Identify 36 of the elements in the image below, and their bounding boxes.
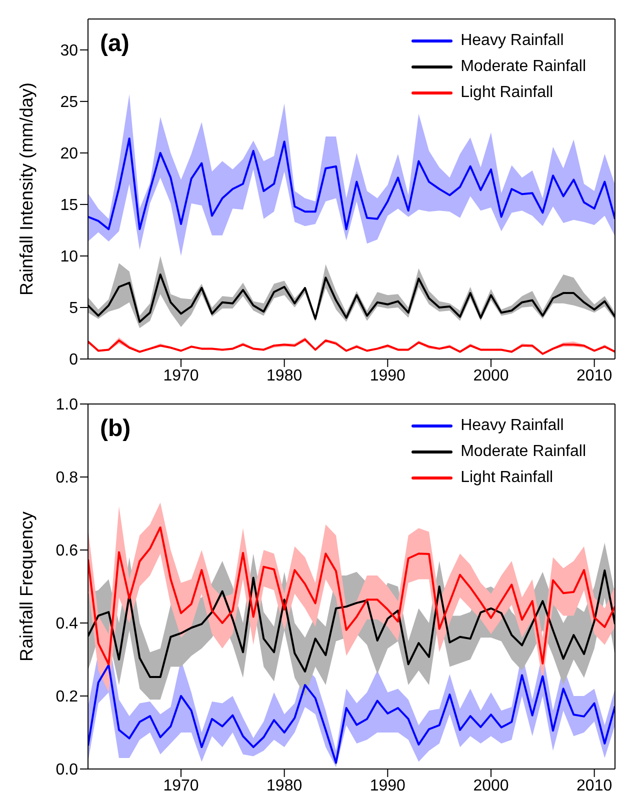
line-series: [88, 526, 615, 666]
x-tick-label: 1990: [370, 777, 406, 794]
y-tick-label: 0.6: [56, 542, 78, 560]
legend-label: Light Rainfall: [460, 84, 554, 102]
y-axis-title: Rainfall Intensity (mm/day): [16, 82, 36, 296]
y-tick-label: 20: [60, 146, 78, 163]
y-tick-label: 0.2: [56, 688, 78, 706]
y-tick-label: 0.0: [56, 762, 78, 779]
legend-label: Moderate Rainfall: [460, 443, 586, 461]
y-tick-label: 0: [69, 352, 78, 369]
legend-label: Light Rainfall: [460, 469, 554, 487]
x-tick-label: 1970: [163, 777, 199, 794]
y-axis-title: Rainfall Frequency: [16, 511, 36, 662]
line-series: [88, 664, 615, 764]
x-tick-label: 2000: [473, 367, 509, 384]
y-tick-label: 25: [60, 94, 78, 112]
legend-label: Moderate Rainfall: [460, 58, 586, 76]
x-tick-label: 2010: [576, 367, 612, 384]
y-tick-label: 5: [69, 300, 78, 318]
y-tick-label: 0.8: [56, 470, 78, 487]
x-tick-label: 1970: [163, 367, 199, 384]
y-tick-label: 1.0: [56, 396, 78, 414]
y-tick-label: 15: [60, 197, 78, 214]
y-tick-label: 30: [60, 42, 78, 60]
x-tick-label: 1980: [266, 367, 302, 384]
y-tick-label: 0.4: [56, 616, 78, 633]
x-tick-label: 1980: [266, 777, 302, 794]
legend-label: Heavy Rainfall: [460, 32, 564, 50]
x-tick-label: 2010: [576, 777, 612, 794]
x-tick-label: 2000: [473, 777, 509, 794]
x-tick-label: 1990: [370, 367, 406, 384]
line-series: [88, 138, 615, 230]
annotation: (b): [100, 415, 131, 443]
legend-label: Heavy Rainfall: [460, 417, 564, 435]
y-tick-label: 10: [60, 248, 78, 266]
annotation: (a): [100, 30, 130, 58]
